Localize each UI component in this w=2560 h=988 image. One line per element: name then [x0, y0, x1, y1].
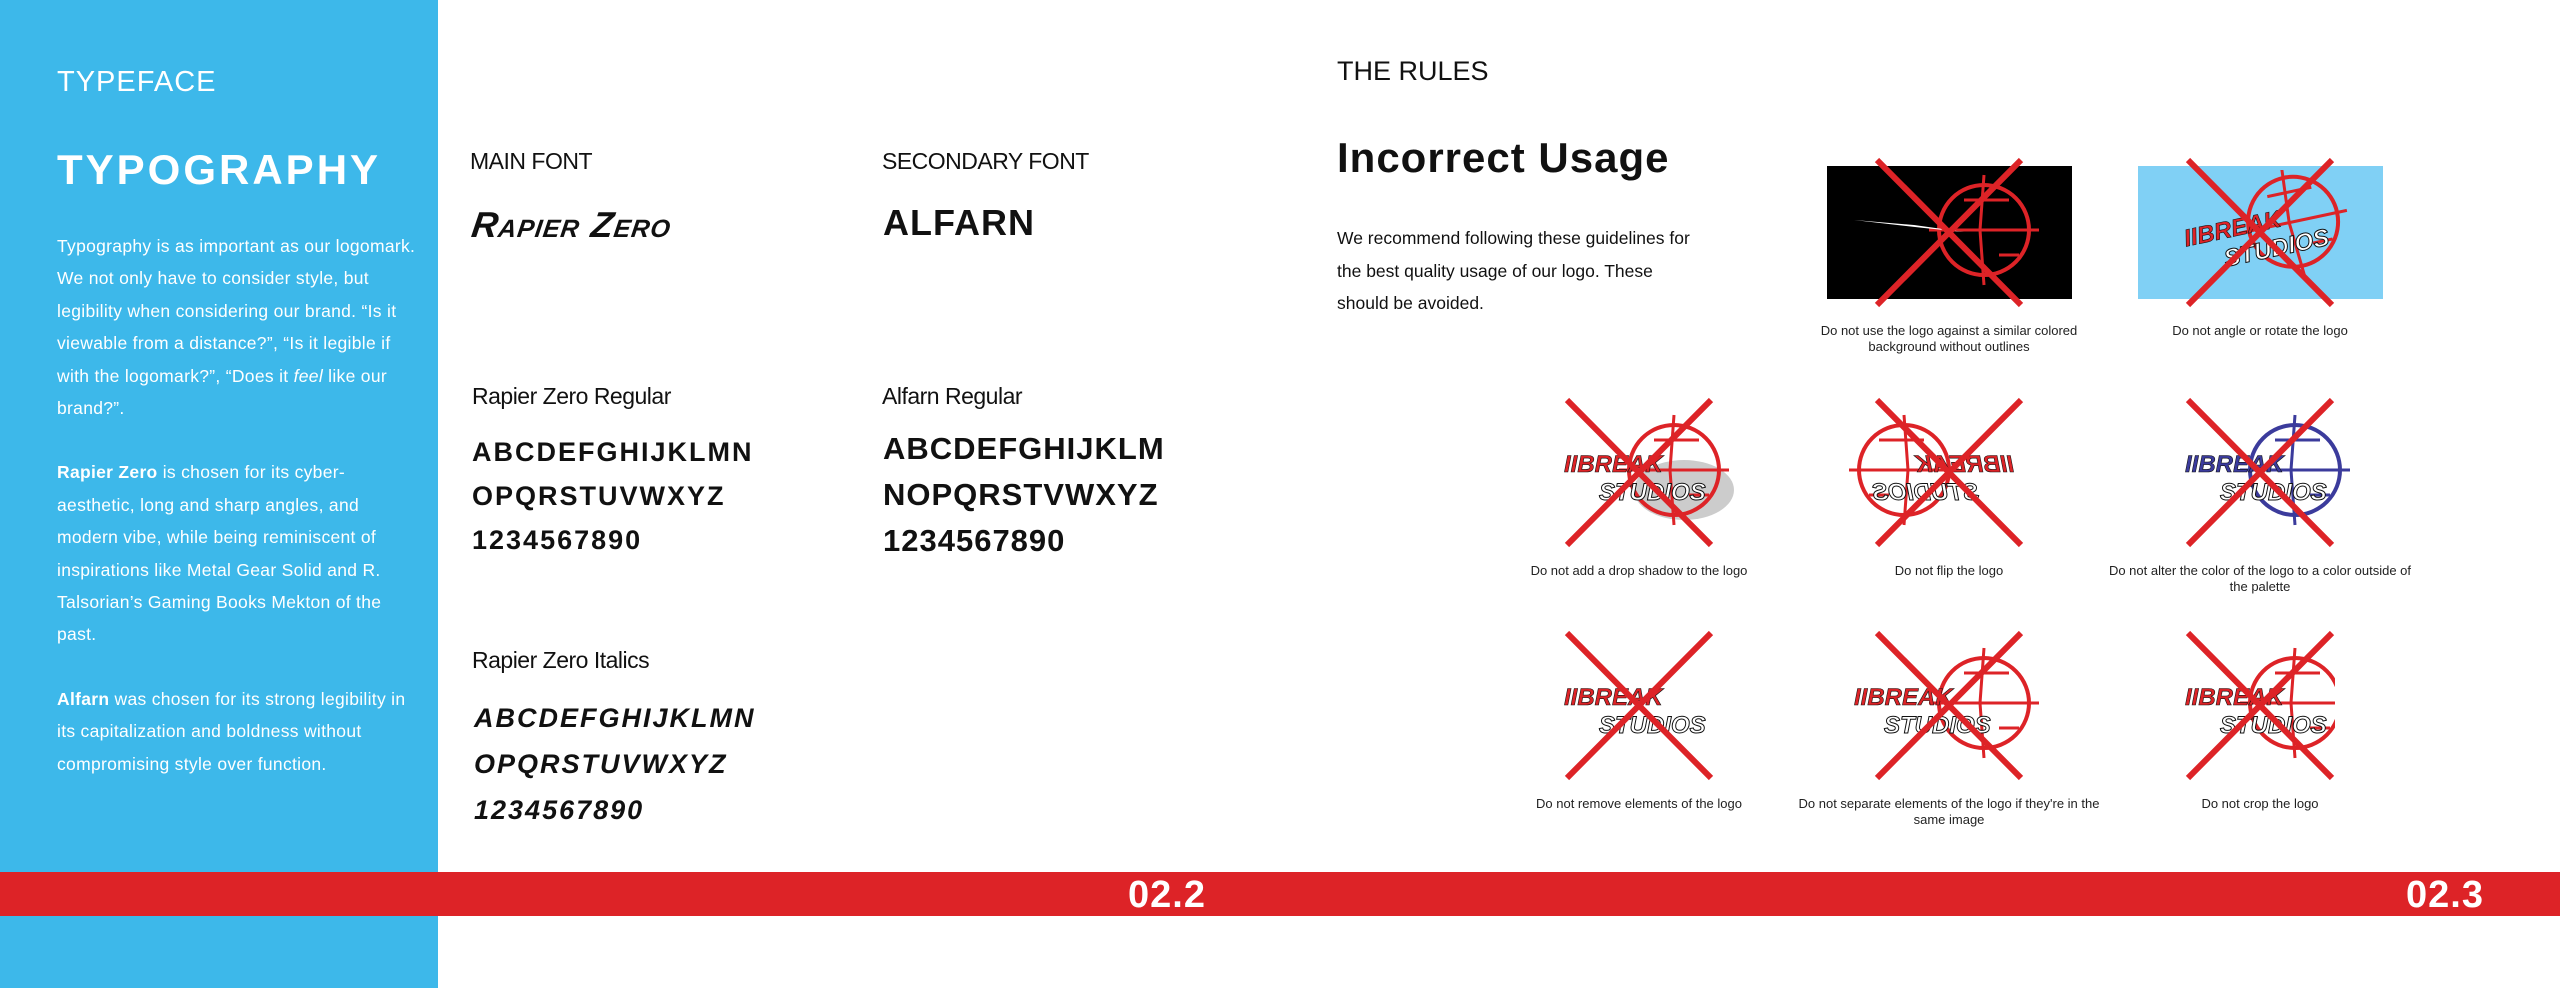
section-title: TYPOGRAPHY — [57, 146, 382, 193]
alphabet-line: 1234567890 — [474, 795, 645, 825]
secondary-font-sample: ALFARN — [883, 202, 1035, 243]
usage-tile: IIBREAK STUDIOS Do not add a drop shadow… — [1484, 396, 1794, 579]
tile-caption: Do not angle or rotate the logo — [2172, 323, 2348, 338]
tile-caption: Do not crop the logo — [2201, 796, 2319, 811]
tile-image — [1794, 156, 2104, 309]
regular-label: Rapier Zero Regular — [472, 383, 671, 409]
cross-out-icon — [2185, 630, 2335, 781]
usage-tile: Do not use the logo against a similar co… — [1794, 156, 2104, 355]
svg-text:IIBREAK: IIBREAK — [1564, 684, 1664, 711]
tile-caption: Do not separate elements of the logo if … — [1798, 796, 2100, 827]
tile-caption: Do not alter the color of the logo to a … — [2108, 563, 2412, 594]
cross-out-icon — [1874, 397, 2024, 548]
alphabet-line: NOPQRSTVWXYZ — [883, 477, 1159, 512]
tile-image: IIBREAK STUDIOS — [2105, 629, 2415, 782]
usage-tile: IIBREAK STUDIOS Do not separate elements… — [1794, 629, 2104, 828]
logo-image — [1854, 174, 2039, 286]
usage-tile: IIBREAK STUDIOS Do not crop the logo — [2105, 629, 2415, 812]
tile-image: IIBREAK STUDIOS — [1794, 396, 2104, 549]
regular-alphabet: ABCDEFGHIJKLMN OPQRSTUVWXYZ 1234567890 — [472, 430, 754, 562]
page-number-left: 02.2 — [1128, 874, 1206, 916]
text: like our brand?”. — [57, 365, 387, 419]
cross-out-icon — [1874, 630, 2024, 781]
italic-label: Rapier Zero Italics — [472, 647, 650, 673]
tile-image: IIBREAK STUDIOS — [2105, 396, 2415, 549]
alphabet-line: OPQRSTUVWXYZ — [474, 749, 728, 779]
italic-alphabet: ABCDEFGHIJKLMN OPQRSTUVWXYZ 1234567890 — [474, 695, 756, 833]
alphabet-line: ABCDEFGHIJKLMN — [472, 437, 754, 467]
cross-out-icon — [1564, 630, 1714, 781]
tile-caption: Do not add a drop shadow to the logo — [1530, 563, 1748, 578]
alphabet-line: ABCDEFGHIJKLMN — [474, 703, 756, 733]
emphasis: feel — [293, 365, 324, 386]
footer-bar — [0, 872, 2560, 916]
rules-title: Incorrect Usage — [1337, 134, 1670, 181]
tile-caption: Do not use the logo against a similar co… — [1820, 323, 2078, 354]
cross-out-icon — [2185, 397, 2335, 548]
paragraph-alfarn: Alfarn was chosen for its strong legibil… — [57, 683, 417, 780]
tile-image: IIBREAK STUDIOS — [2105, 156, 2415, 309]
secondary-font-label: SECONDARY FONT — [882, 148, 1089, 174]
alfarn-alphabet: ABCDEFGHIJKLM NOPQRSTVWXYZ 1234567890 — [883, 426, 1165, 564]
tile-caption: Do not remove elements of the logo — [1536, 796, 1742, 811]
text: is chosen for its cyber-aesthetic, long … — [57, 462, 382, 645]
tile-caption: Do not flip the logo — [1894, 563, 2004, 578]
cross-out-icon — [1874, 157, 2024, 308]
tile-image: IIBREAK STUDIOS — [1484, 629, 1794, 782]
alfarn-label: Alfarn Regular — [882, 383, 1023, 409]
text: was chosen for its strong legibility in … — [57, 688, 406, 774]
rules-kicker: THE RULES — [1337, 56, 1489, 86]
paragraph-intro: Typography is as important as our logoma… — [57, 230, 417, 424]
alphabet-line: 1234567890 — [883, 523, 1066, 558]
section-kicker: TYPEFACE — [57, 66, 217, 98]
logo-thumbnail: IIBREAK STUDIOS — [1827, 639, 2072, 772]
text: Typography is as important as our logoma… — [57, 236, 416, 386]
tile-image: IIBREAK STUDIOS — [1794, 629, 2104, 782]
main-font-sample: Rapier Zero — [469, 204, 675, 245]
rules-paragraph: We recommend following these guidelines … — [1337, 228, 1690, 313]
usage-tile: IIBREAK STUDIOS Do not alter the color o… — [2105, 396, 2415, 595]
main-font-label: MAIN FONT — [470, 148, 593, 174]
usage-tile: IIBREAK STUDIOS Do not remove elements o… — [1484, 629, 1794, 812]
bold-text: Alfarn — [57, 688, 110, 709]
paragraph-rapier: Rapier Zero is chosen for its cyber-aest… — [57, 456, 417, 650]
alphabet-line: ABCDEFGHIJKLM — [883, 431, 1165, 466]
bold-text: Rapier Zero — [57, 462, 158, 483]
tile-image: IIBREAK STUDIOS — [1484, 396, 1794, 549]
alphabet-line: 1234567890 — [472, 525, 643, 555]
typeface-sidebar: TYPEFACE TYPOGRAPHY Typography is as imp… — [0, 0, 438, 988]
cross-out-icon — [2185, 157, 2335, 308]
cross-out-icon — [1564, 397, 1714, 548]
logo-image: IIBREAK STUDIOS — [1854, 647, 2039, 759]
sidebar-body: Typography is as important as our logoma… — [57, 230, 417, 812]
page-number-right: 02.3 — [2406, 874, 2484, 916]
usage-tile: IIBREAK STUDIOS Do not angle or rotate t… — [2105, 156, 2415, 339]
usage-tile: IIBREAK STUDIOS Do not flip the logo — [1794, 396, 2104, 579]
alphabet-line: OPQRSTUVWXYZ — [472, 481, 726, 511]
